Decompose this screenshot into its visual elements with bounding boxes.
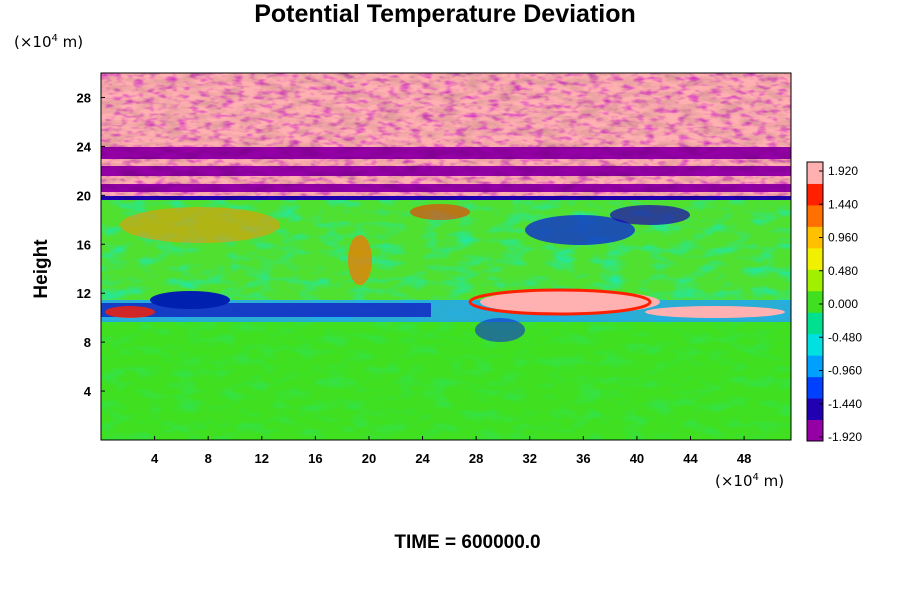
- colorbar-swatch: [807, 269, 823, 292]
- colorbar-label: -1.440: [828, 397, 862, 411]
- colorbar-swatch: [807, 419, 823, 442]
- x-tick-label: 12: [255, 451, 269, 466]
- y-tick-label: 16: [77, 237, 91, 252]
- y-tick-label: 24: [77, 139, 92, 154]
- colorbar-swatch: [807, 376, 823, 399]
- colorbar-label: -0.960: [828, 364, 862, 378]
- x-tick-label: 4: [151, 451, 159, 466]
- colorbar-swatch: [807, 162, 823, 184]
- colorbar-swatch: [807, 398, 823, 421]
- colorbar-swatch: [807, 290, 823, 313]
- y-axis-unit: (×104 m): [14, 33, 84, 51]
- x-tick-label: 32: [523, 451, 537, 466]
- x-tick-label: 28: [469, 451, 483, 466]
- colorbar-swatch: [807, 333, 823, 356]
- colorbar-swatch: [807, 247, 823, 270]
- chart-title: Potential Temperature Deviation: [254, 0, 636, 28]
- colorbar-label: 1.440: [828, 197, 858, 211]
- colorbar-label: -0.480: [828, 330, 862, 344]
- colorbar-swatch: [807, 204, 823, 227]
- colorbar-label: -1.920: [828, 430, 862, 444]
- colorbar-swatch: [807, 183, 823, 206]
- colorbar-label: 1.920: [828, 164, 858, 178]
- y-tick-label: 4: [84, 384, 92, 399]
- y-tick-label: 8: [84, 335, 91, 350]
- x-axis-unit: (×104 m): [715, 472, 785, 490]
- plot-area: [101, 73, 791, 440]
- colorbar-label: 0.960: [828, 231, 858, 245]
- x-axis: 4 8 12 16 20 24 28 32 36 40 44 48: [151, 436, 751, 466]
- x-tick-label: 24: [415, 451, 430, 466]
- y-tick-label: 28: [77, 90, 91, 105]
- colorbar-frame: [806, 161, 824, 442]
- x-tick-label: 40: [630, 451, 644, 466]
- colorbar-label: 0.000: [828, 297, 858, 311]
- y-axis: 4 8 12 16 20 24 28: [77, 90, 105, 399]
- plot-frame: [100, 72, 792, 441]
- time-label: TIME = 600000.0: [394, 532, 541, 553]
- x-tick-label: 20: [362, 451, 376, 466]
- layer-lower-tint: [101, 318, 791, 440]
- x-tick-label: 36: [576, 451, 590, 466]
- x-tick-label: 44: [683, 451, 698, 466]
- y-tick-label: 20: [77, 188, 91, 203]
- x-tick-label: 48: [737, 451, 751, 466]
- colorbar-label: 0.480: [828, 264, 858, 278]
- colorbar-swatch: [807, 355, 823, 378]
- colorbar-swatch: [807, 226, 823, 249]
- x-tick-label: 16: [308, 451, 322, 466]
- y-tick-label: 12: [77, 286, 91, 301]
- colorbar: 1.920 1.440 0.960 0.480 0.000 -0.480 -0.960 -1.…: [806, 161, 862, 444]
- x-tick-label: 8: [205, 451, 212, 466]
- colorbar-swatch: [807, 312, 823, 335]
